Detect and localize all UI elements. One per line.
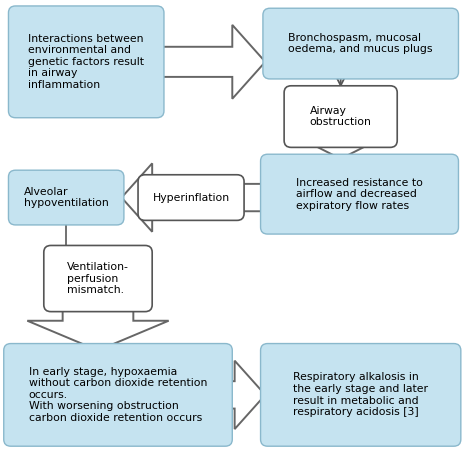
FancyBboxPatch shape (9, 170, 124, 225)
Text: Hyperinflation: Hyperinflation (153, 193, 229, 202)
Polygon shape (162, 25, 265, 99)
Text: Interactions between
environmental and
genetic factors result
in airway
inflamma: Interactions between environmental and g… (28, 34, 144, 90)
FancyBboxPatch shape (4, 343, 232, 446)
FancyBboxPatch shape (44, 246, 152, 312)
Text: Increased resistance to
airflow and decreased
expiratory flow rates: Increased resistance to airflow and decr… (296, 178, 423, 211)
Text: Airway
obstruction: Airway obstruction (310, 106, 372, 128)
FancyBboxPatch shape (261, 154, 458, 234)
Text: In early stage, hypoxaemia
without carbon dioxide retention
occurs.
With worseni: In early stage, hypoxaemia without carbo… (29, 367, 207, 423)
Text: Bronchospasm, mucosal
oedema, and mucus plugs: Bronchospasm, mucosal oedema, and mucus … (289, 33, 433, 54)
Polygon shape (121, 163, 263, 232)
Text: Ventilation-
perfusion
mismatch.: Ventilation- perfusion mismatch. (67, 262, 129, 295)
Text: Alveolar
hypoventilation: Alveolar hypoventilation (24, 187, 109, 208)
FancyBboxPatch shape (263, 8, 458, 79)
FancyBboxPatch shape (261, 343, 461, 446)
Polygon shape (286, 131, 395, 159)
Polygon shape (27, 252, 169, 350)
Text: Respiratory alkalosis in
the early stage and later
result in metabolic and
respi: Respiratory alkalosis in the early stage… (293, 373, 428, 417)
FancyBboxPatch shape (9, 6, 164, 118)
FancyBboxPatch shape (138, 175, 244, 220)
FancyBboxPatch shape (284, 86, 397, 147)
Polygon shape (228, 361, 265, 429)
